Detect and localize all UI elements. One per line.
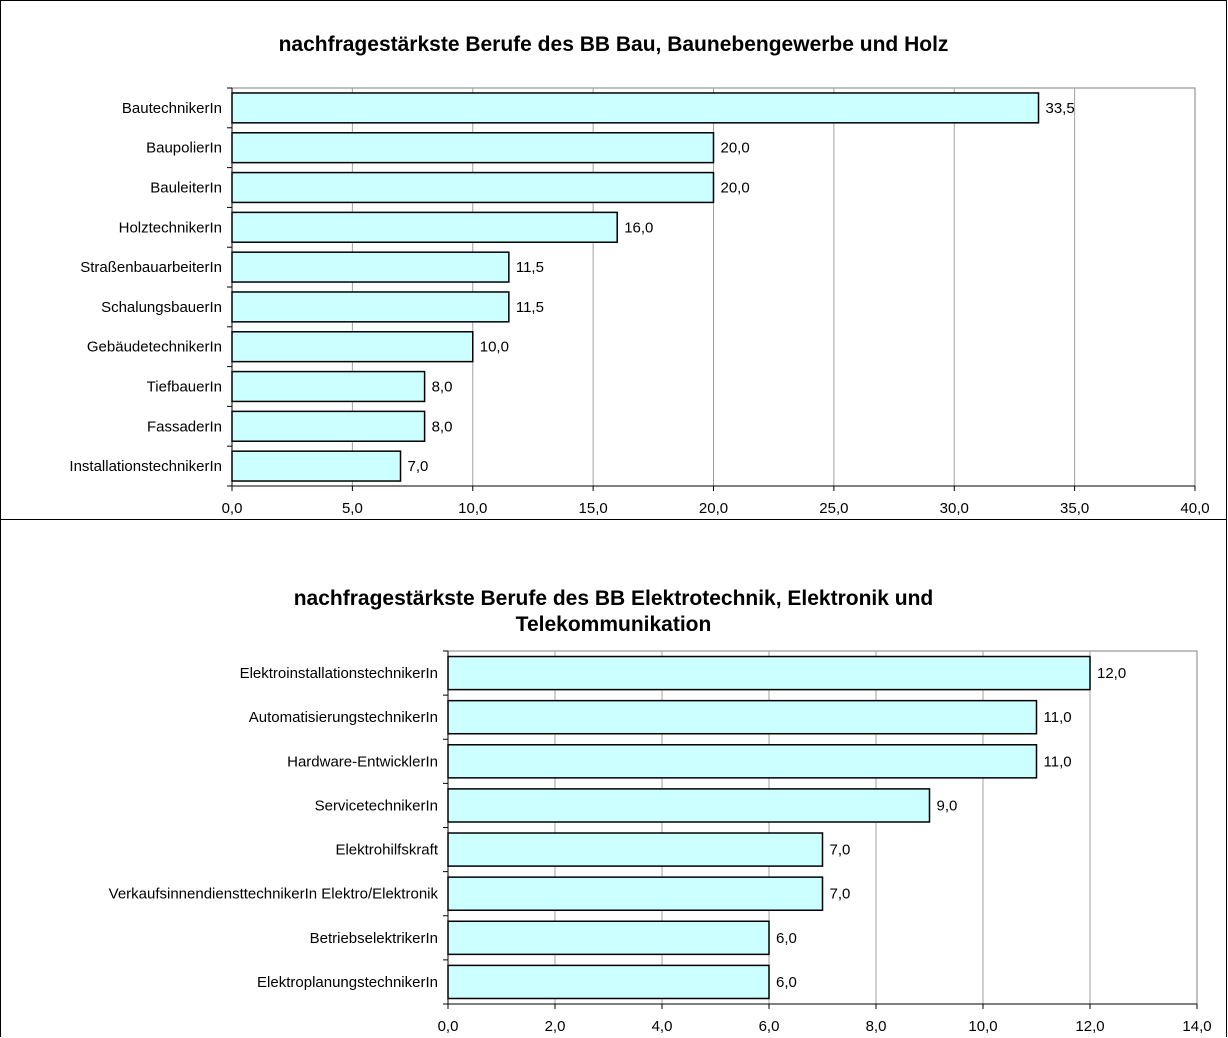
bar [447, 788, 931, 823]
data-label: 20,0 [721, 180, 750, 197]
bar [231, 211, 618, 243]
chart-bau: 0,0 5,0 10,0 15,0 20,0 25,0 30,0 35,0 40,0 Bautec… [69, 87, 1210, 517]
category-label: StraßenbauarbeiterIn [80, 259, 222, 276]
chart-title-line-2: Telekommunikation [515, 613, 712, 636]
bar [447, 699, 1038, 735]
x-tick-label: 12,0 [1075, 1018, 1104, 1035]
data-label: 33,5 [1046, 100, 1075, 117]
data-label: 20,0 [721, 140, 750, 157]
x-tick-label: 25,0 [819, 500, 848, 517]
category-label: BetriebselektrikerIn [310, 930, 438, 947]
bar [231, 370, 426, 403]
bar [447, 964, 770, 1000]
data-label: 9,0 [937, 797, 958, 814]
category-label: FassaderIn [147, 418, 222, 435]
data-label: 11,0 [1044, 753, 1072, 770]
data-label: 11,0 [1044, 709, 1072, 726]
x-tick-label: 6,0 [759, 1018, 780, 1035]
bar [447, 832, 824, 867]
category-label: BaupolierIn [146, 140, 222, 157]
data-label: 7,0 [830, 886, 851, 903]
data-label: 16,0 [624, 219, 653, 236]
data-label: 8,0 [432, 418, 453, 435]
x-tick-label: 15,0 [579, 500, 608, 517]
category-label: ServicetechnikerIn [315, 797, 438, 814]
data-label: 6,0 [776, 974, 797, 991]
category-label: GebäudetechnikerIn [87, 339, 222, 356]
bar [447, 876, 824, 911]
bar [231, 450, 402, 482]
category-label: Elektrohilfskraft [335, 842, 438, 859]
data-label: 10,0 [480, 339, 509, 356]
data-label: 7,0 [830, 842, 851, 859]
bar [231, 92, 1040, 124]
bar [231, 410, 426, 442]
category-label: ElektroplanungstechnikerIn [257, 974, 438, 991]
chart-elektro: 0,0 2,0 4,0 6,0 8,0 10,0 12,0 14,0 Elektroinstal… [109, 650, 1212, 1035]
x-tick-label: 10,0 [968, 1018, 997, 1035]
chart-title: nachfragestärkste Berufe des BB Elektrot… [1, 586, 1226, 638]
data-label: 6,0 [776, 930, 797, 947]
chart-panel-elektro: nachfragestärkste Berufe des BB Elektrot… [0, 519, 1227, 1037]
bar [447, 655, 1091, 691]
category-label: ElektroinstallationstechnikerIn [240, 665, 438, 682]
x-tick-label: 2,0 [545, 1018, 566, 1035]
bar [447, 920, 770, 956]
data-label: 12,0 [1097, 665, 1126, 682]
x-tick-label: 10,0 [458, 500, 487, 517]
x-tick-label: 4,0 [652, 1018, 673, 1035]
data-label: 11,5 [516, 259, 544, 276]
category-label: HolztechnikerIn [119, 219, 222, 236]
data-label: 8,0 [432, 379, 453, 396]
bar [231, 251, 510, 283]
category-label: AutomatisierungstechnikerIn [249, 709, 438, 726]
bar [231, 291, 510, 323]
chart-panel-bau: nachfragestärkste Berufe des BB Bau, Bau… [0, 0, 1227, 520]
x-tick-label: 30,0 [940, 500, 969, 517]
category-label: Hardware-EntwicklerIn [287, 753, 438, 770]
x-tick-label: 35,0 [1060, 500, 1089, 517]
category-label: SchalungsbauerIn [101, 299, 222, 316]
category-label: BauleiterIn [150, 180, 222, 197]
x-tick-label: 0,0 [438, 1018, 459, 1035]
chart-title: nachfragestärkste Berufe des BB Bau, Bau… [278, 33, 949, 56]
category-label: VerkaufsinnendiensttechnikerIn Elektro/E… [109, 886, 439, 903]
chart-title-line-1: nachfragestärkste Berufe des BB Elektrot… [293, 587, 934, 610]
x-tick-label: 20,0 [699, 500, 728, 517]
category-label: InstallationstechnikerIn [69, 458, 222, 475]
data-label: 7,0 [408, 458, 429, 475]
bar [231, 132, 715, 164]
x-tick-label: 0,0 [222, 500, 243, 517]
category-label: BautechnikerIn [122, 100, 222, 117]
bar [231, 331, 474, 363]
x-tick-label: 5,0 [342, 500, 363, 517]
x-tick-label: 14,0 [1182, 1018, 1211, 1035]
data-label: 11,5 [516, 299, 544, 316]
x-tick-label: 40,0 [1180, 500, 1209, 517]
category-label: TiefbauerIn [147, 379, 222, 396]
x-tick-label: 8,0 [866, 1018, 887, 1035]
bar [231, 171, 715, 204]
bar [447, 744, 1038, 779]
